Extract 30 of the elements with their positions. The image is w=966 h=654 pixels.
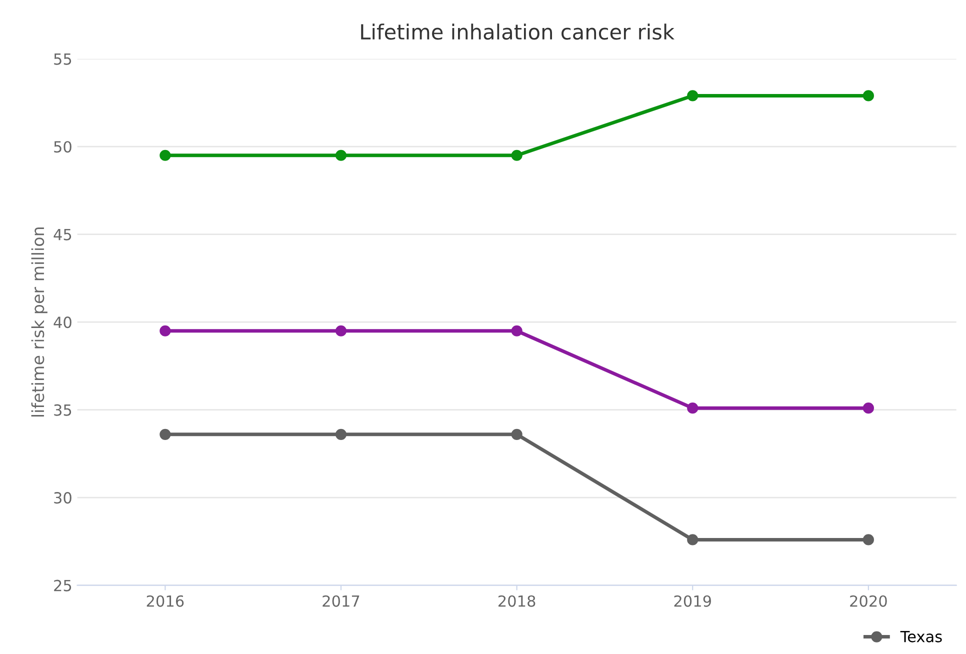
point (862, 90, 874, 102)
x-tick-label: 2017 (322, 595, 360, 607)
y-axis-title: lifetime risk per million (31, 228, 48, 416)
y-tick-label: 25 (54, 580, 72, 592)
chart-title: Lifetime inhalation cancer risk (361, 24, 674, 40)
legend-label: Texas (900, 630, 942, 642)
x-tick-label: 2018 (498, 595, 536, 607)
y-tick-label: 55 (54, 54, 72, 65)
point (335, 325, 347, 336)
y-tick-label: 45 (54, 229, 72, 240)
x-tick-label: 2020 (850, 595, 887, 607)
point (687, 90, 698, 102)
y-tick-label: 30 (54, 492, 72, 504)
x-tick-label: 2016 (146, 595, 184, 607)
point (687, 534, 698, 546)
y-tick-label: 35 (54, 404, 72, 416)
point (862, 402, 874, 414)
point (511, 325, 522, 336)
y-tick-label: 50 (54, 141, 72, 153)
point (862, 534, 874, 546)
y-tick-label: 40 (54, 316, 72, 328)
point (335, 428, 347, 440)
point (335, 150, 347, 161)
point (160, 150, 171, 161)
point (160, 428, 171, 440)
x-tick-label: 2019 (674, 595, 711, 607)
point (687, 402, 698, 414)
point (160, 325, 171, 336)
point (511, 150, 522, 161)
point (511, 428, 522, 440)
